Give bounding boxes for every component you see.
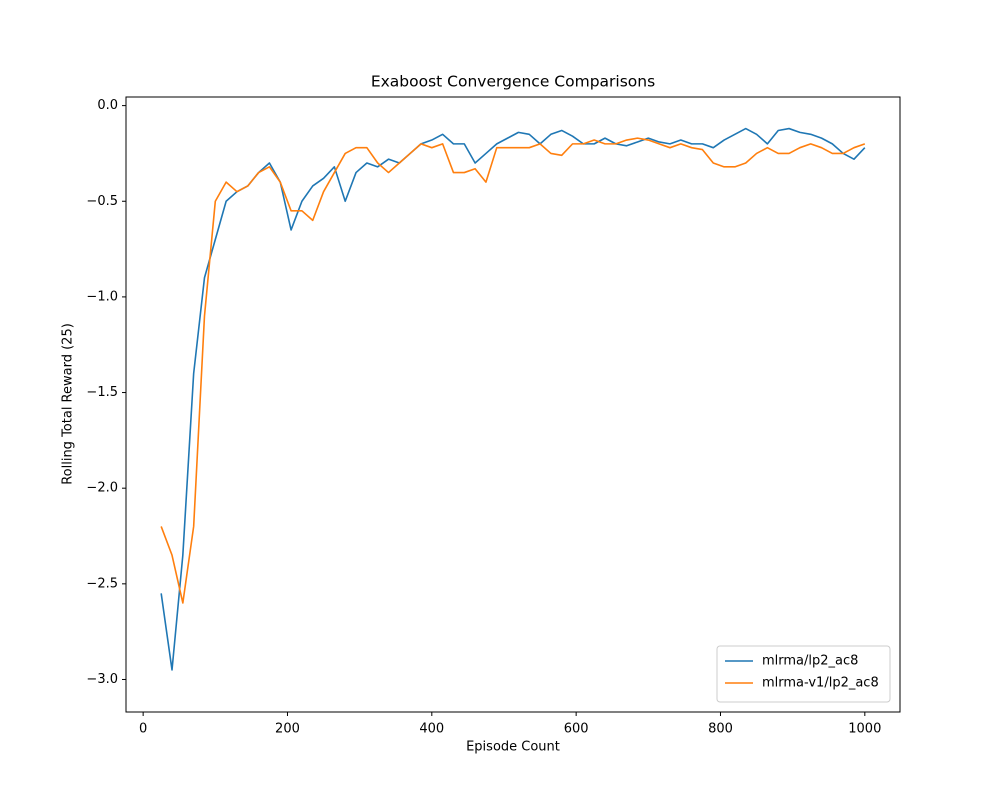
y-axis-label: Rolling Total Reward (25) bbox=[61, 323, 76, 485]
chart-title: Exaboost Convergence Comparisons bbox=[371, 73, 655, 91]
data-line bbox=[160, 137, 866, 604]
x-axis-label: Episode Count bbox=[466, 740, 560, 755]
y-tick-label: −3.0 bbox=[86, 672, 118, 687]
x-tick-label: 200 bbox=[275, 722, 300, 737]
y-tick-label: −1.0 bbox=[86, 289, 118, 304]
x-tick-label: 600 bbox=[564, 722, 589, 737]
x-tick-label: 800 bbox=[708, 722, 733, 737]
data-line bbox=[160, 127, 866, 671]
y-tick-label: −2.0 bbox=[86, 481, 118, 496]
x-tick-label: 0 bbox=[139, 722, 147, 737]
y-tick-label: 0.0 bbox=[97, 98, 118, 113]
x-tick-label: 400 bbox=[419, 722, 444, 737]
plot-frame bbox=[125, 96, 901, 713]
y-tick-label: −0.5 bbox=[86, 194, 118, 209]
y-tick-label: −1.5 bbox=[86, 385, 118, 400]
legend-label: mlrma-v1/lp2_ac8 bbox=[762, 676, 879, 691]
y-tick-label: −2.5 bbox=[86, 576, 118, 591]
legend-box bbox=[716, 645, 891, 703]
legend-label: mlrma/lp2_ac8 bbox=[762, 654, 858, 669]
x-tick-label: 1000 bbox=[848, 722, 881, 737]
